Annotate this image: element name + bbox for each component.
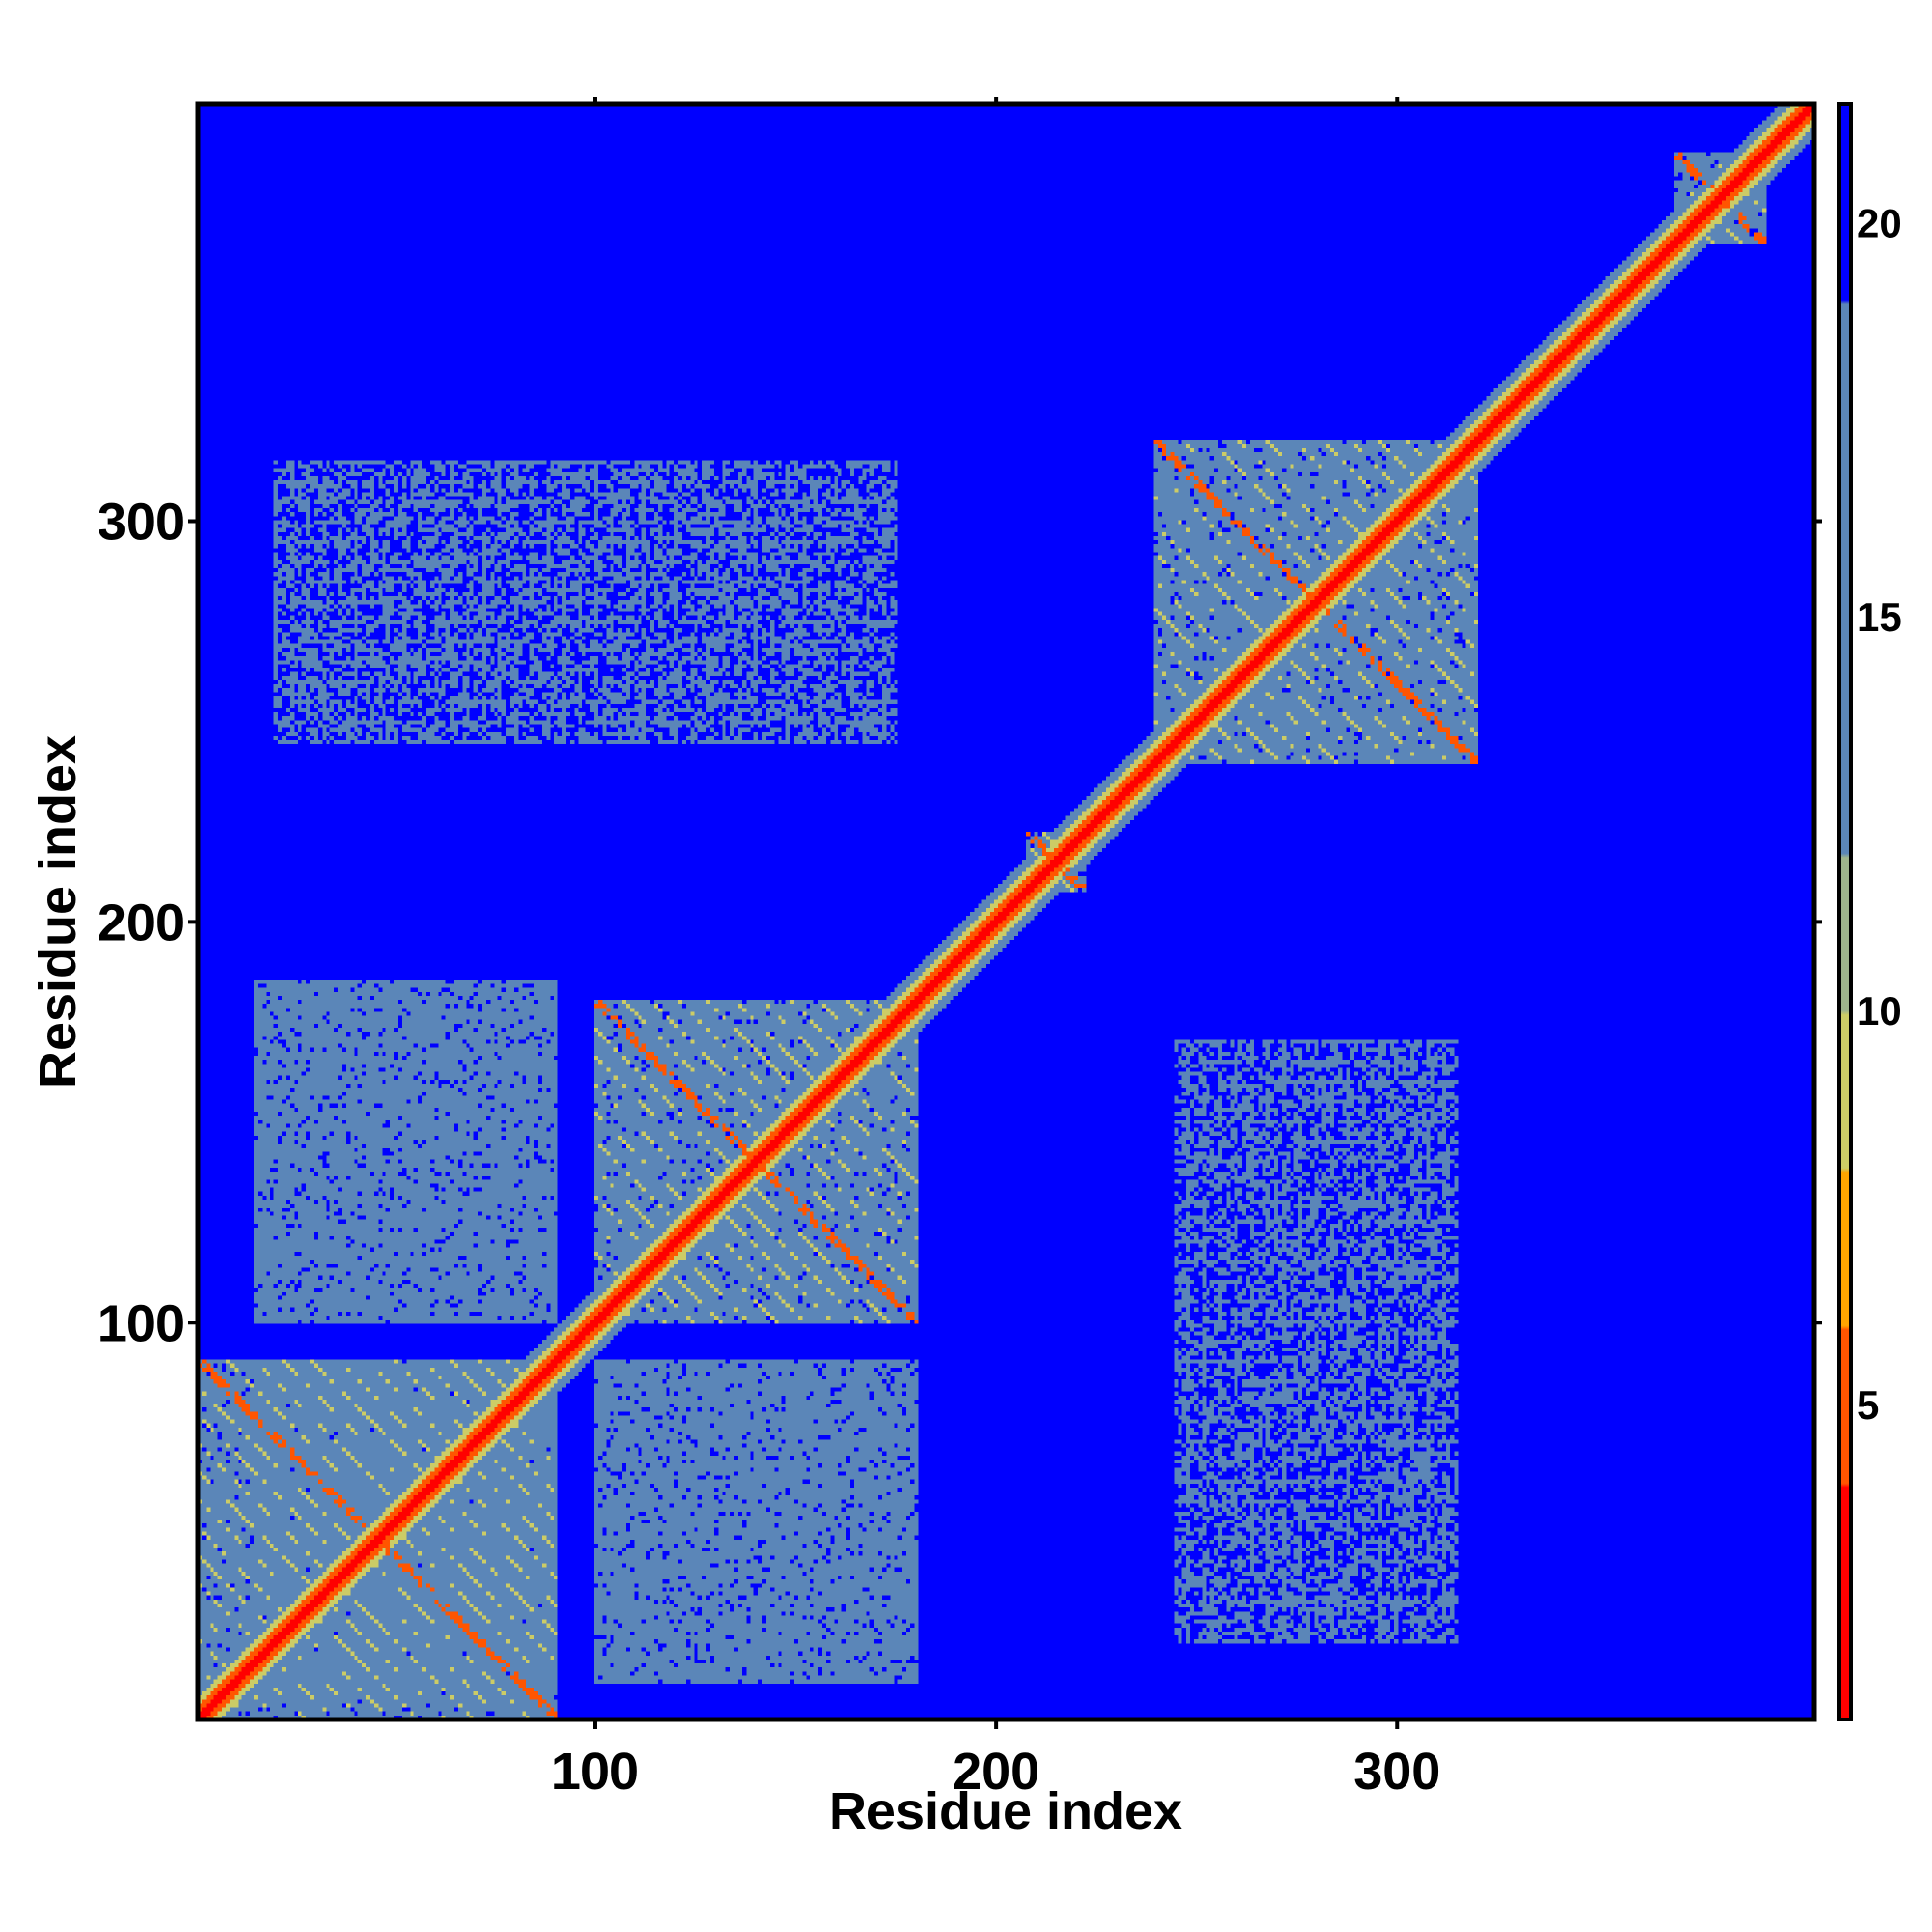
x-axis-label: Residue index xyxy=(829,1782,1182,1840)
colorbar-tick-label: 20 xyxy=(1857,200,1902,245)
x-tick-label: 100 xyxy=(552,1743,639,1801)
plot-frame xyxy=(195,101,1817,1722)
colorbar-gradient xyxy=(1839,104,1851,1719)
x-tick-label: 200 xyxy=(952,1743,1039,1801)
colorbar-tick-label: 10 xyxy=(1857,988,1902,1034)
x-axis-ticks: 100 200 300 xyxy=(552,97,1440,1801)
colorbar-ticks: 5 10 15 20 xyxy=(1857,200,1902,1427)
y-axis-ticks: 100 200 300 xyxy=(98,493,1822,1352)
y-tick-label: 100 xyxy=(98,1294,185,1352)
x-tick-label: 300 xyxy=(1353,1743,1440,1801)
heatmap-image xyxy=(198,104,1814,1719)
y-tick-label: 300 xyxy=(98,493,185,551)
colorbar-frame xyxy=(1837,102,1853,1721)
colorbar-tick-label: 5 xyxy=(1857,1382,1879,1428)
colorbar-tick-label: 15 xyxy=(1857,594,1902,639)
y-tick-label: 200 xyxy=(98,894,185,952)
y-axis-label: Residue index xyxy=(29,735,87,1089)
